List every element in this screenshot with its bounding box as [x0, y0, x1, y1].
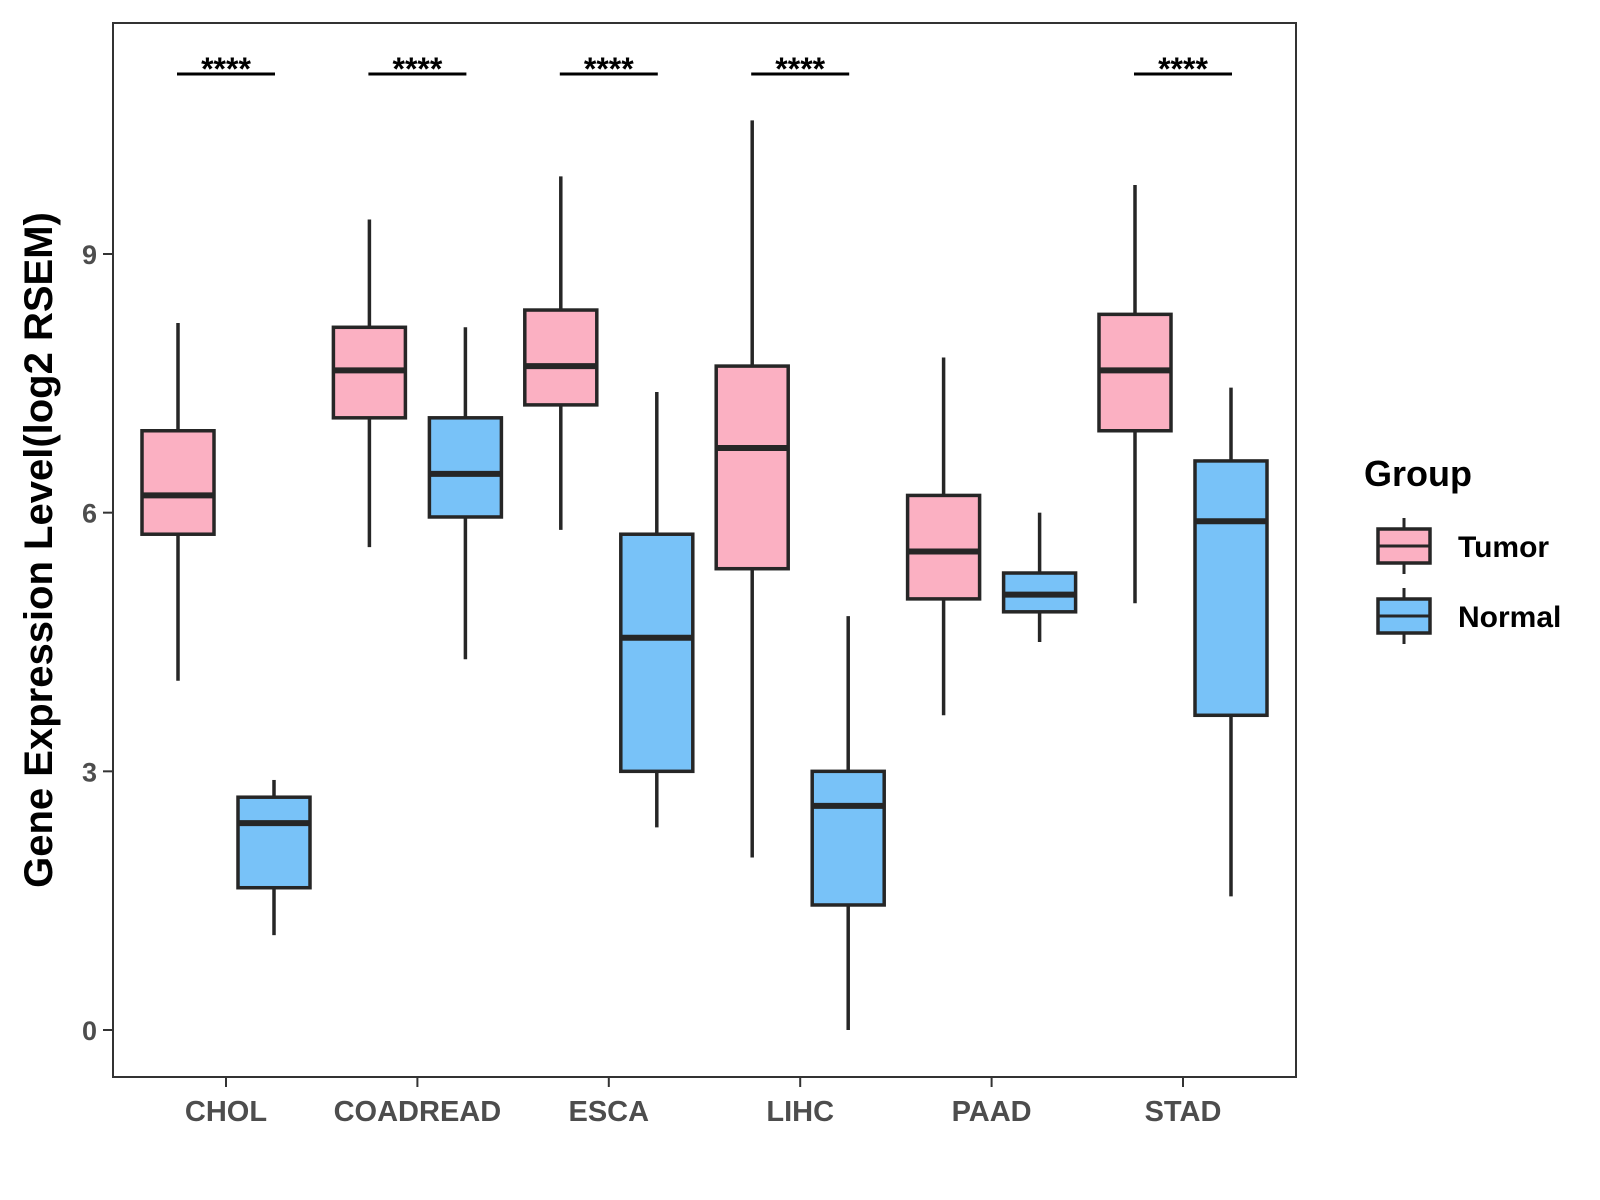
normal-box-chol [236, 779, 312, 936]
tumor-box-chol [140, 322, 216, 681]
iqr-box [619, 532, 695, 774]
legend: Group Tumor Normal [1364, 453, 1561, 644]
significance-label: **** [1158, 51, 1208, 87]
x-tick-label-stad: STAD [1145, 1096, 1222, 1128]
normal-box-coadread [427, 327, 504, 660]
x-tick-label-lihc: LIHC [766, 1096, 834, 1128]
iqr-box [905, 493, 982, 601]
y-axis-title: Gene Expression Level(log2 RSEM) [17, 212, 61, 888]
x-tick-label-coadread: COADREAD [334, 1096, 502, 1128]
y-axis: 0 3 6 9 [82, 240, 113, 1046]
x-tick-label-esca: ESCA [569, 1096, 650, 1128]
tumor-box-stad [1097, 185, 1173, 604]
significance-label: **** [201, 51, 251, 87]
significance-label: **** [392, 51, 442, 87]
legend-items: Tumor Normal [1376, 518, 1561, 644]
x-tick-label-paad: PAAD [952, 1096, 1032, 1128]
tumor-box-coadread [331, 219, 408, 548]
iqr-box [714, 364, 790, 571]
significance-label: **** [584, 51, 634, 87]
normal-box-paad [1001, 512, 1078, 642]
iqr-box [523, 308, 599, 407]
y-tick-label: 6 [82, 499, 97, 529]
iqr-box [1193, 459, 1269, 718]
normal-box-stad [1193, 387, 1269, 897]
iqr-box [140, 429, 216, 536]
legend-item-normal: Normal [1376, 588, 1561, 644]
tumor-box-paad [905, 357, 982, 716]
iqr-box [810, 769, 886, 907]
legend-item-tumor: Tumor [1376, 518, 1549, 574]
normal-box-lihc [810, 616, 886, 1030]
tumor-box-esca [523, 176, 599, 530]
significance-layer: **** **** **** **** **** [177, 51, 1232, 87]
iqr-box [236, 795, 312, 890]
iqr-box [427, 416, 504, 519]
x-tick-label-chol: CHOL [185, 1096, 267, 1128]
legend-label-normal: Normal [1458, 601, 1561, 634]
y-tick-label: 3 [82, 757, 97, 787]
legend-label-tumor: Tumor [1458, 531, 1549, 564]
plot-panel [112, 22, 1297, 1078]
x-axis: CHOL COADREAD ESCA LIHC PAAD STAD [185, 1077, 1221, 1128]
y-tick-label: 0 [82, 1016, 97, 1046]
legend-title: Group [1364, 453, 1472, 494]
y-tick-label: 9 [82, 240, 97, 270]
boxes-layer [140, 120, 1269, 1030]
significance-label: **** [775, 51, 825, 87]
tumor-box-lihc [714, 120, 790, 858]
normal-box-esca [619, 391, 695, 828]
